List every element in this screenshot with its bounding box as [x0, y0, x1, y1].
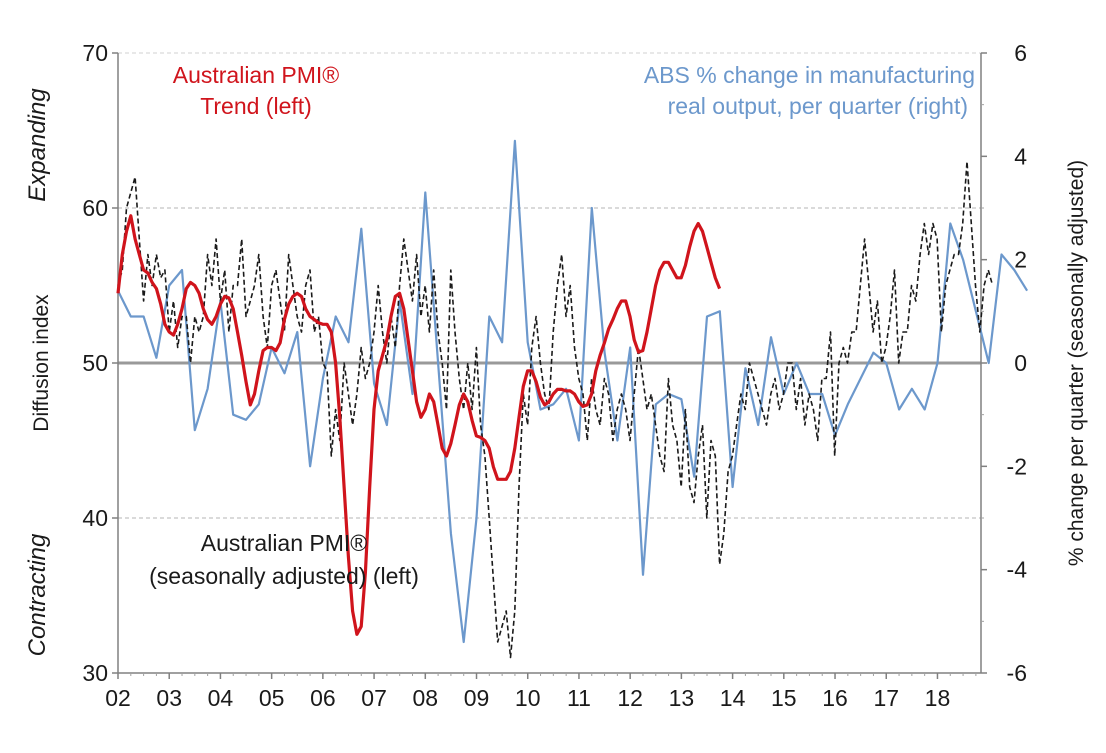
x-tick-label: 05: [259, 685, 285, 711]
y-axis-right-title: % change per quarter (seasonally adjuste…: [1065, 160, 1088, 566]
x-tick-label: 02: [105, 685, 131, 711]
sa-annotation-line1: Australian PMI®: [201, 530, 368, 556]
x-tick-label: 03: [156, 685, 182, 711]
trend-annotation-line1: Australian PMI®: [173, 62, 340, 88]
x-tick-label: 04: [208, 685, 234, 711]
y-axis-left-title: Diffusion index: [30, 294, 53, 432]
y-right-tick-label: 2: [1014, 247, 1027, 273]
y-right-tick-label: -2: [1007, 453, 1027, 479]
x-tick-label: 13: [669, 685, 695, 711]
gridlines: [118, 52, 981, 519]
abs-annotation-line2: real output, per quarter (right): [668, 93, 968, 119]
y-right-tick-label: -6: [1007, 660, 1027, 686]
expanding-label: Expanding: [24, 88, 51, 202]
y-right-tick-label: 0: [1014, 350, 1027, 376]
x-tick-label: 08: [413, 685, 439, 711]
x-tick-label: 06: [310, 685, 336, 711]
x-tick-label: 09: [464, 685, 490, 711]
y-left-tick-label: 70: [82, 40, 108, 66]
sa-annotation-line2: (seasonally adjusted) (left): [149, 563, 419, 589]
x-tick-label: 14: [720, 685, 746, 711]
x-tick-label: 15: [771, 685, 797, 711]
ticks: [112, 52, 987, 679]
x-tick-label: 17: [873, 685, 899, 711]
x-tick-label: 07: [361, 685, 387, 711]
x-tick-label: 11: [567, 685, 591, 711]
abs-series-line: [117, 139, 1029, 644]
y-left-tick-label: 30: [82, 660, 108, 686]
x-tick-label: 18: [925, 685, 951, 711]
x-tick-label: 12: [617, 685, 643, 711]
x-tick-label: 10: [515, 685, 541, 711]
tick-labels: 02 03 04 05 06 07 08 09 10 11 12 13 14 15 16 17 18304050…: [82, 40, 1027, 711]
y-right-tick-label: 4: [1014, 143, 1027, 169]
abs-annotation-line1: ABS % change in manufacturing: [644, 62, 975, 88]
trend-annotation-line2: Trend (left): [200, 93, 312, 119]
y-left-tick-label: 40: [82, 505, 108, 531]
x-tick-label: 16: [822, 685, 848, 711]
y-left-tick-label: 60: [82, 195, 108, 221]
y-left-tick-label: 50: [82, 350, 108, 376]
y-right-tick-label: 6: [1014, 40, 1027, 66]
contracting-label: Contracting: [24, 533, 51, 656]
pmi-trend-series-line: [116, 214, 722, 636]
y-right-tick-label: -4: [1007, 557, 1028, 583]
